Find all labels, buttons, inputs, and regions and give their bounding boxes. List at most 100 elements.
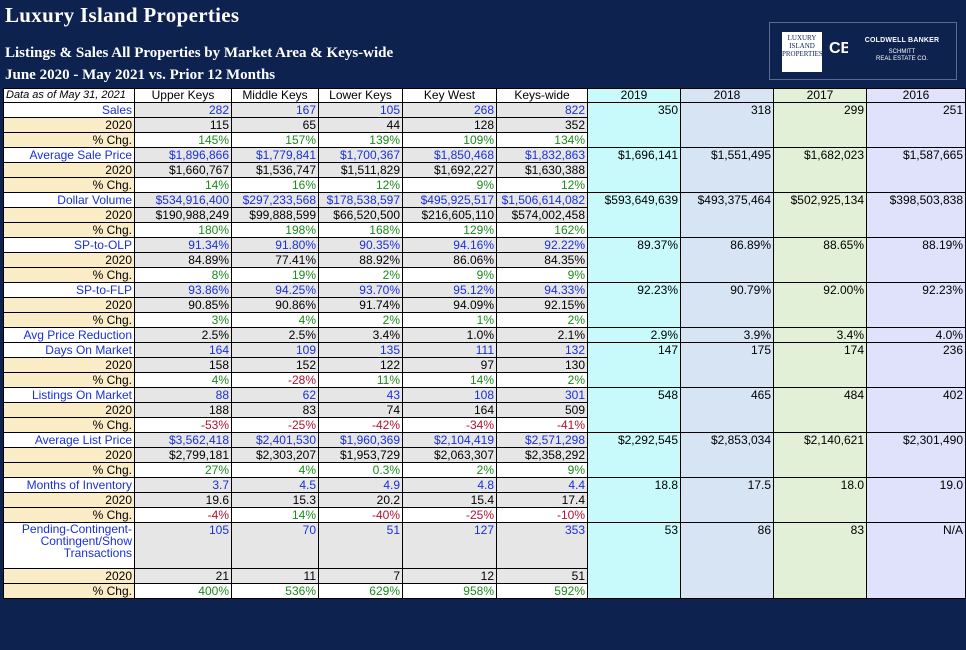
data-cell: 51 <box>318 522 403 569</box>
data-cell: $1,660,767 <box>134 162 232 178</box>
data-cell: 0.3% <box>318 462 403 478</box>
table-row: % Chg. 3% 4% 2% 1% 2% <box>3 312 966 328</box>
data-cell: 958% <box>402 583 497 599</box>
logo-line: LUXURY <box>787 34 817 42</box>
table-row: 2020 115 65 44 128 352 <box>3 117 966 133</box>
data-cell: 84.89% <box>134 252 232 268</box>
row-label: % Chg. <box>3 583 135 599</box>
history-cell: 402 <box>866 387 966 433</box>
svg-text:CB: CB <box>829 40 848 57</box>
history-cell: 92.00% <box>773 282 867 328</box>
data-cell: 86.06% <box>402 252 497 268</box>
data-cell: 9% <box>496 462 588 478</box>
data-cell: 109% <box>402 132 497 148</box>
data-cell: 94.09% <box>402 297 497 313</box>
row-label: Avg Price Reduction <box>3 327 135 343</box>
data-cell: 105 <box>318 102 403 118</box>
data-cell: 74 <box>318 402 403 418</box>
data-cell: 91.74% <box>318 297 403 313</box>
data-cell: 92.22% <box>496 237 588 253</box>
column-header: 2017 <box>773 88 867 103</box>
data-cell: 88 <box>134 387 232 403</box>
brokerage-logos: LUXURY ISLAND PROPERTIES CB COLDWELL BAN… <box>769 22 957 80</box>
table-row: 2020 188 83 74 164 509 <box>3 402 966 418</box>
row-label: % Chg. <box>3 462 135 478</box>
data-cell: $3,562,418 <box>134 432 232 448</box>
data-cell: 2% <box>402 462 497 478</box>
report-subtitle: Listings & Sales All Properties by Marke… <box>5 45 394 61</box>
data-cell: 8% <box>134 267 232 283</box>
data-cell: 536% <box>231 583 319 599</box>
data-cell: 822 <box>496 102 588 118</box>
history-cell: $1,682,023 <box>773 147 867 193</box>
data-cell: $2,303,207 <box>231 447 319 463</box>
history-cell: 174 <box>773 342 867 388</box>
table-row: SP-to-OLP 91.34% 91.80% 90.35% 94.16% 92.22% 8… <box>3 237 966 283</box>
data-cell: 51 <box>496 568 588 584</box>
row-label: % Chg. <box>3 312 135 328</box>
history-cell: 175 <box>680 342 774 388</box>
data-cell: 4% <box>231 462 319 478</box>
data-cell: 352 <box>496 117 588 133</box>
data-cell: $1,779,841 <box>231 147 319 163</box>
data-cell: 70 <box>231 522 319 569</box>
history-cell: $1,551,495 <box>680 147 774 193</box>
history-cell: 251 <box>866 102 966 148</box>
data-cell: $178,538,597 <box>318 192 403 208</box>
data-cell: $2,401,530 <box>231 432 319 448</box>
data-cell: 2% <box>318 312 403 328</box>
data-cell: -40% <box>318 507 403 523</box>
data-cell: 93.70% <box>318 282 403 298</box>
table-row: % Chg. 400% 536% 629% 958% 592% <box>3 583 966 599</box>
table-row: 2020 84.89% 77.41% 88.92% 86.06% 84.35% <box>3 252 966 268</box>
data-cell: $1,506,614,082 <box>496 192 588 208</box>
row-label: Days On Market <box>3 342 135 358</box>
data-cell: 4.5 <box>231 477 319 493</box>
data-cell: 130 <box>496 357 588 373</box>
data-cell: 109 <box>231 342 319 358</box>
history-cell: 3.4% <box>773 327 867 343</box>
data-cell: 3% <box>134 312 232 328</box>
data-cell: 4% <box>231 312 319 328</box>
data-cell: 43 <box>318 387 403 403</box>
row-label: % Chg. <box>3 222 135 238</box>
coldwell-banker-sub: SCHMITT REAL ESTATE CO. <box>852 49 952 63</box>
history-cell: $593,649,639 <box>587 192 681 238</box>
data-cell: 134% <box>496 132 588 148</box>
table-row: % Chg. -53% -25% -42% -34% -41% <box>3 417 966 433</box>
row-label: % Chg. <box>3 267 135 283</box>
history-cell: 88.65% <box>773 237 867 283</box>
data-cell: 15.4 <box>402 492 497 508</box>
data-cell: $216,605,110 <box>402 207 497 223</box>
row-label: % Chg. <box>3 372 135 388</box>
table-row: % Chg. 8% 19% 2% 9% 9% <box>3 267 966 283</box>
data-cell: 14% <box>231 507 319 523</box>
data-cell: 4.9 <box>318 477 403 493</box>
row-label: % Chg. <box>3 507 135 523</box>
data-cell: 353 <box>496 522 588 569</box>
data-cell: $534,916,400 <box>134 192 232 208</box>
data-cell: 132 <box>496 342 588 358</box>
data-cell: 162% <box>496 222 588 238</box>
history-cell: 299 <box>773 102 867 148</box>
data-cell: 111 <box>402 342 497 358</box>
data-cell: 19% <box>231 267 319 283</box>
luxury-island-logo: LUXURY ISLAND PROPERTIES <box>782 32 823 72</box>
table-row: 2020 $190,988,249 $99,888,599 $66,520,500 $2… <box>3 207 966 223</box>
column-header: Key West <box>402 88 497 103</box>
data-cell: 3.4% <box>318 327 403 343</box>
column-header: Lower Keys <box>318 88 403 103</box>
data-cell: $495,925,517 <box>402 192 497 208</box>
data-cell: 44 <box>318 117 403 133</box>
data-cell: 115 <box>134 117 232 133</box>
data-cell: $99,888,599 <box>231 207 319 223</box>
coldwell-banker-icon: CB <box>828 37 852 57</box>
data-cell: $1,536,747 <box>231 162 319 178</box>
data-cell: 95.12% <box>402 282 497 298</box>
data-cell: 88.92% <box>318 252 403 268</box>
data-cell: 157% <box>231 132 319 148</box>
history-cell: 318 <box>680 102 774 148</box>
data-cell: 2.5% <box>231 327 319 343</box>
data-cell: 629% <box>318 583 403 599</box>
data-cell: 1.0% <box>402 327 497 343</box>
